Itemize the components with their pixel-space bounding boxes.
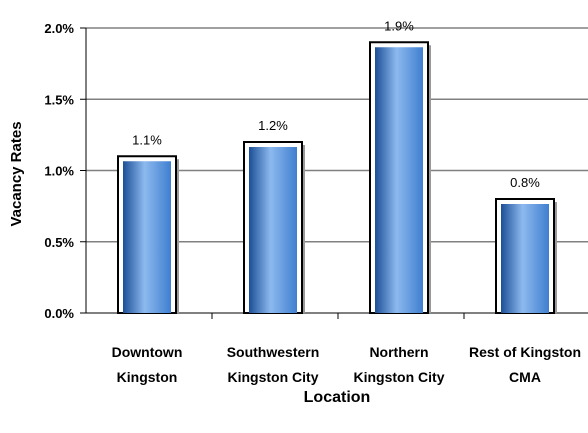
y-tick-label: 1.5%: [44, 92, 74, 107]
y-tick-label: 1.0%: [44, 164, 74, 179]
y-tick-label: 2.0%: [44, 21, 74, 36]
category-labels: Downtown Kingston Southwestern Kingston Cit…: [112, 344, 581, 385]
category-label: Kingston: [117, 369, 178, 385]
category-label: Northern: [369, 344, 428, 360]
y-tick-labels: 0.0% 0.5% 1.0% 1.5% 2.0%: [44, 21, 74, 321]
y-axis-title: Vacancy Rates: [8, 121, 25, 226]
category-label: Kingston City: [354, 369, 445, 385]
bar-fill: [375, 47, 423, 313]
data-label: 1.9%: [384, 18, 414, 33]
data-label: 1.2%: [258, 118, 288, 133]
bars: [117, 41, 557, 314]
bar-fill: [123, 161, 171, 313]
x-axis-title: Location: [304, 389, 371, 406]
data-labels: 1.1% 1.2% 1.9% 0.8%: [132, 18, 540, 190]
category-label: Downtown: [112, 344, 183, 360]
data-label: 0.8%: [510, 175, 540, 190]
category-label: Kingston City: [228, 369, 319, 385]
bar-fill: [501, 204, 549, 313]
bar-fill: [249, 147, 297, 313]
category-label: Southwestern: [227, 344, 320, 360]
category-label: Rest of Kingston: [469, 344, 581, 360]
y-tick-label: 0.5%: [44, 235, 74, 250]
category-label: CMA: [509, 369, 541, 385]
y-tick-label: 0.0%: [44, 306, 74, 321]
data-label: 1.1%: [132, 132, 162, 147]
